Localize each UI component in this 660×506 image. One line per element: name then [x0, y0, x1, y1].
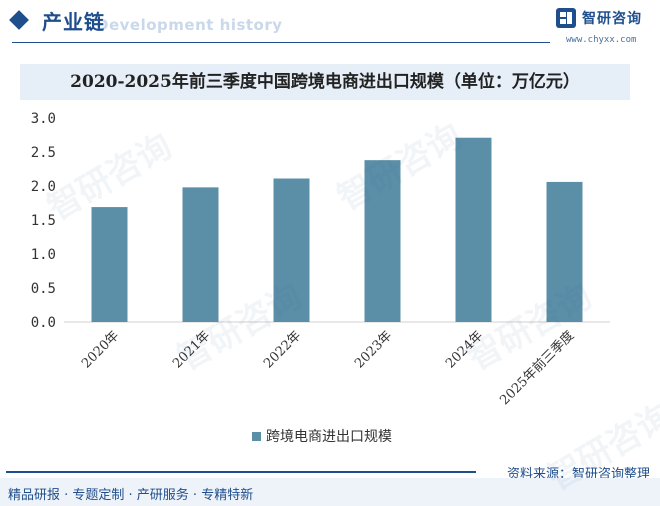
brand-url: www.chyxx.com	[566, 35, 637, 45]
legend-swatch	[252, 432, 261, 441]
bottom-bar	[0, 478, 660, 506]
x-tick-label: 2023年	[352, 328, 395, 371]
bar	[546, 181, 583, 322]
header-divider	[12, 42, 550, 43]
y-tick-label: 1.0	[31, 247, 56, 263]
legend-label: 跨境电商进出口规模	[266, 429, 392, 445]
x-tick-label: 2022年	[261, 328, 304, 371]
bar	[455, 137, 492, 322]
bar-chart: 0.0 0.5 1.0 1.5 2.0 2.5 3.0 2020年 2021年 2022年 2023…	[31, 111, 610, 445]
x-tick-label: 2021年	[170, 328, 213, 371]
y-tick-label: 1.5	[31, 213, 56, 229]
bar	[273, 178, 310, 322]
bar	[91, 207, 128, 322]
x-tick-label: 2024年	[443, 328, 486, 371]
y-tick-label: 2.0	[31, 179, 56, 195]
brand-logo-icon	[556, 8, 576, 28]
header-ghost-text: Development history	[96, 16, 283, 34]
x-tick-label: 2025年前三季度	[497, 328, 578, 409]
tagline: 精品研报 · 专题定制 · 产研服务 · 专精特新	[8, 488, 254, 503]
y-tick-label: 2.5	[31, 145, 56, 161]
x-tick-label: 2020年	[79, 328, 122, 371]
header: Development history 产业链 智研咨询 www.chyxx.c…	[0, 0, 660, 56]
y-tick-label: 0.5	[31, 281, 56, 297]
chart-title: 2020-2025年前三季度中国跨境电商进出口规模（单位：万亿元）	[20, 64, 630, 100]
footer-divider	[6, 471, 476, 473]
bar	[364, 160, 401, 322]
y-tick-label: 0.0	[31, 315, 56, 331]
bar	[182, 187, 219, 322]
y-tick-label: 3.0	[31, 111, 56, 127]
section-title: 产业链	[42, 10, 105, 34]
brand-name: 智研咨询	[582, 11, 642, 27]
